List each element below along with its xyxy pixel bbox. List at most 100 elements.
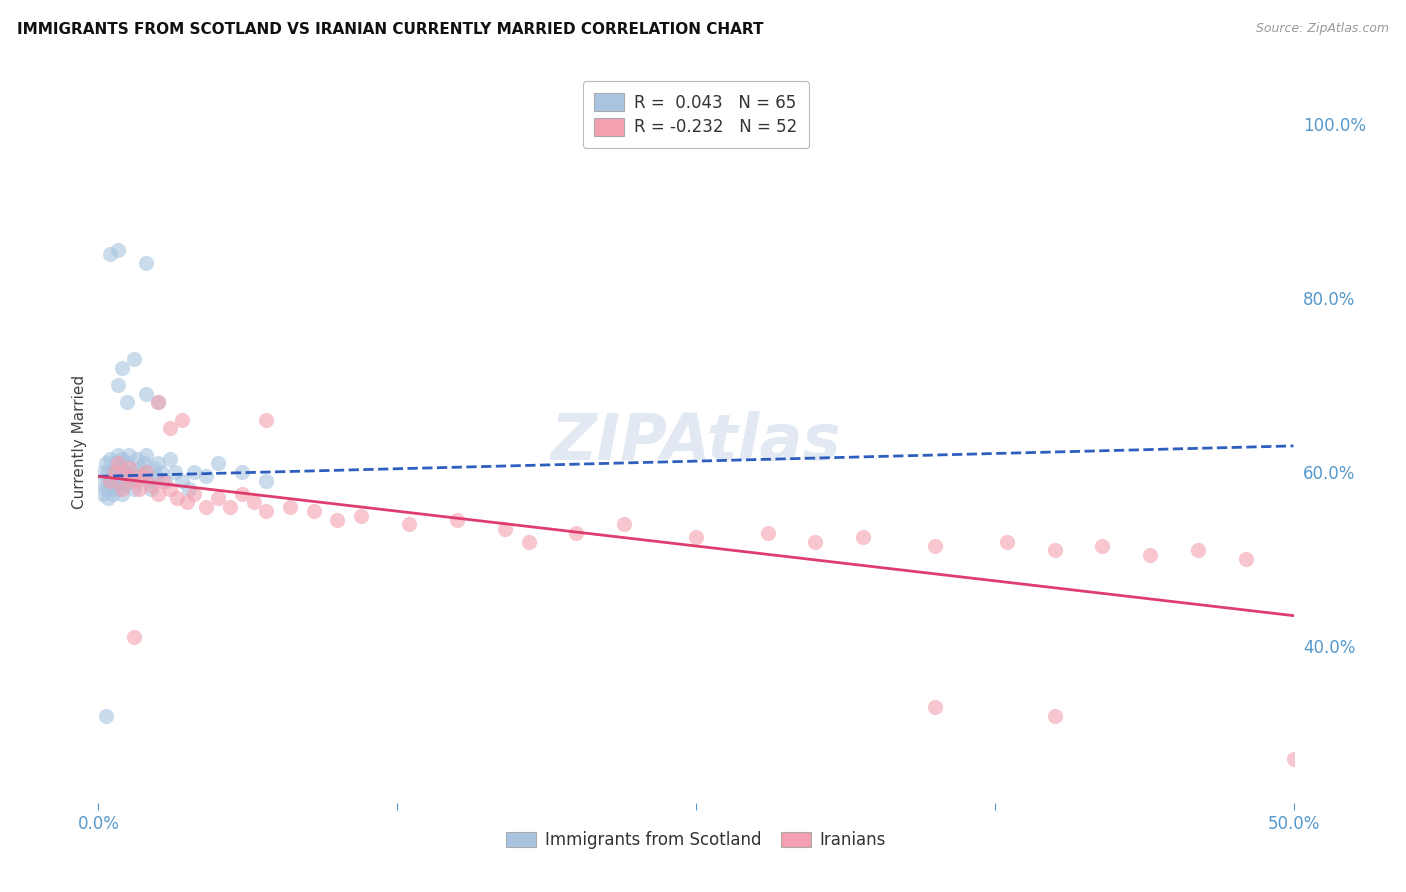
Point — [98, 452, 122, 467]
Point — [135, 448, 157, 462]
Point — [446, 513, 468, 527]
Point — [124, 474, 146, 488]
Point — [176, 495, 198, 509]
Point — [924, 539, 946, 553]
Point — [97, 491, 120, 505]
Point — [104, 465, 127, 479]
Point — [114, 465, 136, 479]
Point — [149, 465, 172, 479]
Point — [756, 525, 779, 540]
Point — [131, 469, 153, 483]
Point — [243, 495, 266, 509]
Point — [254, 474, 277, 488]
Point — [1091, 539, 1114, 553]
Legend: Immigrants from Scotland, Iranians: Immigrants from Scotland, Iranians — [499, 824, 893, 856]
Point — [101, 478, 124, 492]
Text: Source: ZipAtlas.com: Source: ZipAtlas.com — [1256, 22, 1389, 36]
Point — [111, 360, 134, 375]
Point — [1282, 752, 1305, 766]
Point — [98, 469, 122, 483]
Point — [101, 487, 124, 501]
Point — [135, 256, 157, 270]
Point — [111, 452, 134, 467]
Point — [613, 517, 636, 532]
Point — [104, 469, 127, 483]
Point — [111, 487, 134, 501]
Point — [131, 469, 153, 483]
Point — [98, 247, 122, 261]
Point — [142, 460, 165, 475]
Point — [148, 487, 170, 501]
Point — [166, 491, 188, 505]
Point — [1139, 548, 1161, 562]
Point — [219, 500, 242, 514]
Text: IMMIGRANTS FROM SCOTLAND VS IRANIAN CURRENTLY MARRIED CORRELATION CHART: IMMIGRANTS FROM SCOTLAND VS IRANIAN CURR… — [17, 22, 763, 37]
Point — [148, 395, 170, 409]
Point — [107, 483, 129, 497]
Point — [128, 483, 150, 497]
Point — [128, 460, 150, 475]
Point — [565, 525, 588, 540]
Point — [159, 483, 181, 497]
Point — [94, 708, 117, 723]
Point — [804, 534, 827, 549]
Point — [995, 534, 1018, 549]
Point — [115, 456, 138, 470]
Point — [139, 478, 162, 492]
Point — [111, 469, 134, 483]
Point — [107, 448, 129, 462]
Point — [91, 465, 114, 479]
Point — [195, 469, 218, 483]
Point — [179, 483, 201, 497]
Point — [135, 386, 157, 401]
Point — [517, 534, 540, 549]
Point — [124, 483, 146, 497]
Point — [1187, 543, 1209, 558]
Point — [1043, 708, 1066, 723]
Point — [97, 465, 120, 479]
Point — [1043, 543, 1066, 558]
Point — [135, 465, 157, 479]
Point — [1234, 552, 1257, 566]
Y-axis label: Currently Married: Currently Married — [72, 375, 87, 508]
Point — [94, 456, 117, 470]
Point — [148, 395, 170, 409]
Point — [91, 487, 114, 501]
Point — [152, 474, 174, 488]
Point — [207, 491, 229, 505]
Point — [107, 456, 129, 470]
Point — [231, 465, 253, 479]
Point — [350, 508, 373, 523]
Point — [163, 465, 186, 479]
Point — [494, 522, 516, 536]
Text: ZIPAtlas: ZIPAtlas — [551, 410, 841, 473]
Point — [254, 504, 277, 518]
Point — [195, 500, 218, 514]
Point — [108, 460, 131, 475]
Point — [183, 465, 205, 479]
Point — [138, 474, 160, 488]
Point — [159, 452, 181, 467]
Point — [125, 474, 148, 488]
Point — [172, 413, 194, 427]
Point — [107, 243, 129, 257]
Point — [115, 395, 138, 409]
Point — [278, 500, 301, 514]
Point — [111, 483, 134, 497]
Point — [115, 469, 138, 483]
Point — [207, 456, 229, 470]
Point — [302, 504, 325, 518]
Point — [90, 474, 112, 488]
Point — [685, 530, 707, 544]
Point — [172, 474, 194, 488]
Point — [148, 456, 170, 470]
Point — [98, 483, 122, 497]
Point — [121, 465, 143, 479]
Point — [104, 456, 127, 470]
Point — [107, 465, 129, 479]
Point — [97, 474, 120, 488]
Point — [159, 421, 181, 435]
Point — [398, 517, 420, 532]
Point — [155, 474, 177, 488]
Point — [98, 474, 122, 488]
